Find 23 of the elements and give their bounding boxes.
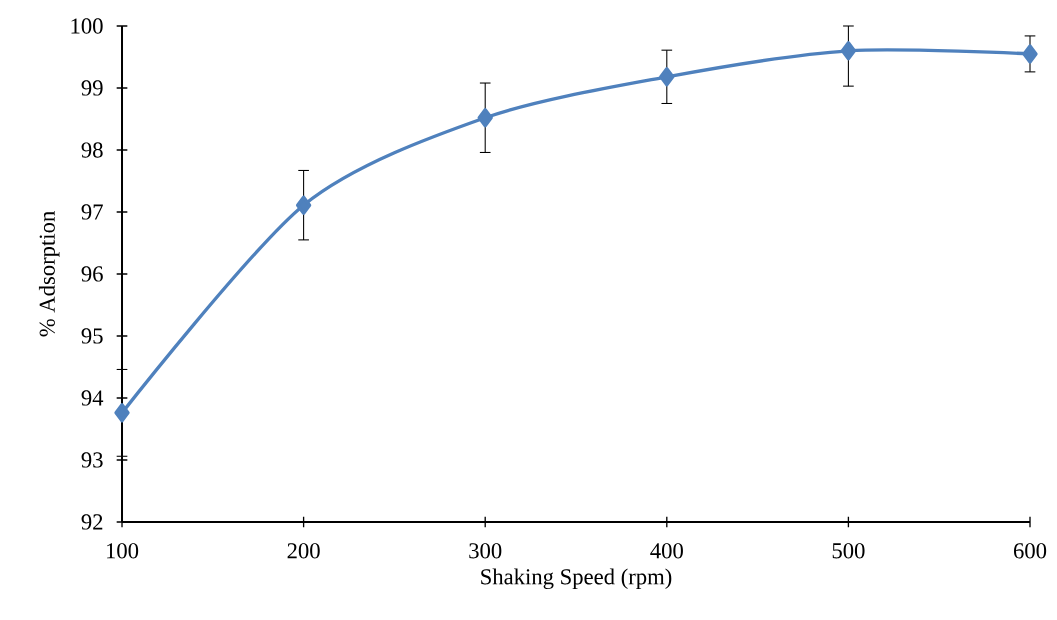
- point: [295, 195, 312, 215]
- y-axis-title: % Adsorption: [38, 211, 60, 337]
- y-tick-label: 99: [81, 80, 103, 96]
- y-tick-label: 92: [81, 514, 103, 530]
- point: [477, 108, 493, 128]
- y-tick-label: 96: [81, 266, 103, 282]
- x-tick-label: 300: [469, 543, 502, 559]
- x-tick-label: 200: [287, 543, 320, 559]
- point: [114, 403, 130, 423]
- y-tick-label: 95: [81, 328, 103, 344]
- y-tick-label: 100: [71, 18, 103, 34]
- x-tick-label: 400: [650, 543, 683, 559]
- point: [1022, 44, 1038, 64]
- x-tick-label: 500: [832, 543, 865, 559]
- y-tick-label: 97: [81, 204, 103, 220]
- y-tick-label: 93: [81, 452, 103, 468]
- x-axis-title: Shaking Speed (rpm): [481, 568, 672, 590]
- y-tick-label: 98: [81, 142, 103, 158]
- x-tick-label: 600: [1013, 543, 1047, 559]
- point: [840, 41, 857, 61]
- x-tick-label: 100: [106, 543, 139, 559]
- y-tick-label: 94: [81, 390, 104, 406]
- point: [659, 67, 675, 87]
